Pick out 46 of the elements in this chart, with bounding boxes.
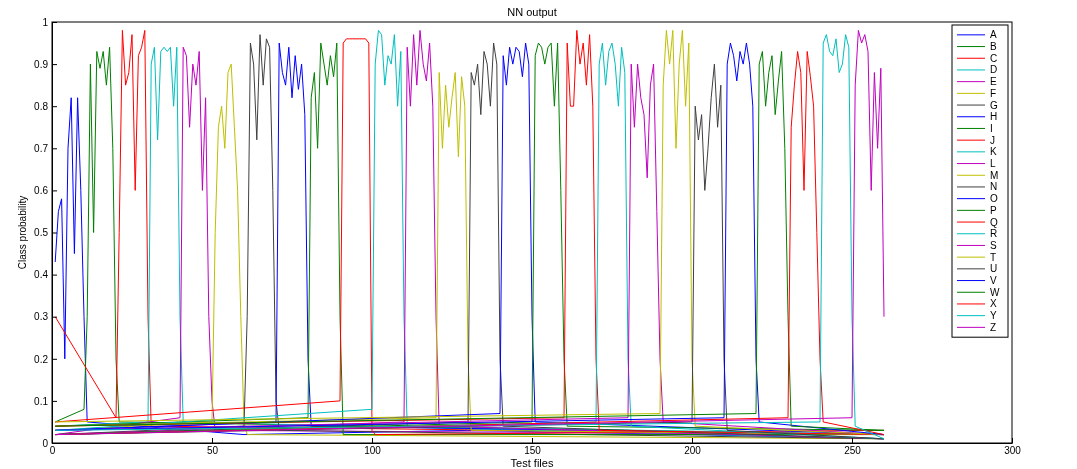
x-tick-label: 250 (844, 445, 862, 457)
legend-label: L (990, 158, 996, 170)
legend-label: D (990, 64, 998, 76)
legend-label: P (990, 204, 997, 216)
y-tick-label: 0.3 (34, 311, 49, 323)
legend-label: A (990, 29, 997, 41)
legend-label: Z (990, 321, 997, 333)
legend-label: V (990, 275, 997, 287)
y-tick-label: 0 (42, 437, 49, 449)
legend-label: N (990, 181, 998, 193)
x-tick-label: 50 (206, 445, 219, 457)
chart-title: NN output (507, 6, 557, 18)
legend-label: F (990, 87, 997, 99)
y-tick-label: 0.5 (34, 227, 49, 239)
legend-label: O (990, 193, 998, 205)
x-axis-title: Test files (510, 457, 554, 469)
legend-label: S (990, 239, 997, 251)
y-tick-label: 0.7 (34, 143, 49, 154)
legend-label: I (990, 122, 993, 134)
legend-label: M (990, 169, 999, 181)
y-tick-label: 0.6 (34, 185, 49, 197)
legend-label: C (990, 52, 998, 64)
x-tick-label: 100 (364, 445, 382, 457)
y-axis-title: Class probability (17, 195, 28, 270)
y-tick-label: 0.4 (34, 269, 49, 281)
legend-label: E (990, 76, 997, 88)
legend-label: B (990, 41, 997, 53)
legend-label: J (990, 134, 995, 146)
y-tick-label: 0.2 (34, 353, 49, 365)
legend-label: T (990, 251, 997, 263)
legend-label: R (990, 228, 998, 240)
x-tick-label: 200 (684, 445, 702, 457)
legend-label: U (990, 263, 998, 275)
y-tick-label: 0.1 (34, 395, 49, 407)
x-tick-label: 150 (524, 445, 542, 457)
legend-label: Y (990, 310, 997, 322)
legend-label: K (990, 146, 997, 158)
legend-label: G (990, 99, 998, 111)
y-tick-label: 0.9 (34, 58, 49, 70)
x-tick-label: 300 (1004, 445, 1022, 457)
legend-label: W (990, 286, 1000, 298)
legend-label: X (990, 298, 997, 310)
y-tick-label: 0.8 (34, 100, 49, 112)
legend-label: Q (990, 216, 998, 228)
y-tick-label: 1 (42, 16, 49, 28)
legend-label: H (990, 111, 998, 123)
